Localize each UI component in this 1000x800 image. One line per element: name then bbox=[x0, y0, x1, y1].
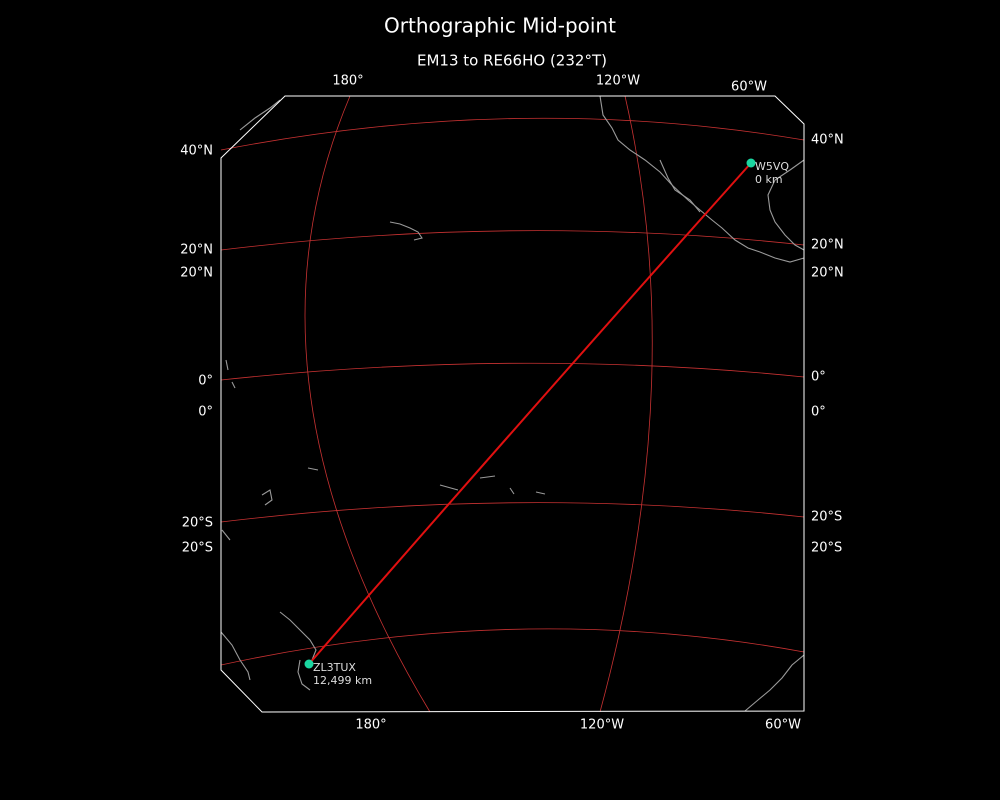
grid-label: 40°N bbox=[811, 133, 844, 148]
coast bbox=[220, 631, 251, 681]
station-distance: 12,499 km bbox=[313, 674, 372, 687]
grid-label: 0° bbox=[811, 370, 826, 385]
station-marker bbox=[746, 158, 756, 168]
coastlines bbox=[220, 95, 805, 712]
coast bbox=[659, 159, 701, 213]
parallel bbox=[220, 362, 805, 381]
grid-label: 0° bbox=[811, 405, 826, 420]
grid-label: 0° bbox=[198, 405, 213, 420]
coast bbox=[221, 359, 546, 541]
grid-label: 40°N bbox=[180, 144, 213, 159]
parallel bbox=[220, 502, 805, 523]
grid-label: 20°N bbox=[180, 243, 213, 258]
grid-label: 20°N bbox=[811, 266, 844, 281]
subtitle: EM13 to RE66HO (232°T) bbox=[417, 52, 607, 70]
map-frame bbox=[220, 95, 805, 713]
grid-label: 60°W bbox=[731, 80, 767, 95]
grid-label: 120°W bbox=[580, 718, 624, 733]
parallel bbox=[220, 117, 805, 151]
coast bbox=[297, 659, 311, 691]
station-marker bbox=[304, 659, 314, 669]
coast bbox=[767, 159, 805, 251]
grid-label: 20°S bbox=[811, 510, 842, 525]
parallel bbox=[220, 230, 805, 251]
grid-label: 180° bbox=[355, 718, 386, 733]
station-call: ZL3TUX bbox=[313, 661, 356, 674]
coast bbox=[744, 654, 805, 712]
meridian bbox=[599, 95, 653, 713]
grid-label: 20°S bbox=[182, 541, 213, 556]
grid-label: 20°S bbox=[811, 541, 842, 556]
station-distance: 0 km bbox=[755, 173, 783, 186]
grid-label: 20°S bbox=[182, 516, 213, 531]
grid-label: 60°W bbox=[765, 718, 801, 733]
grid-label: 20°N bbox=[180, 266, 213, 281]
station-call: W5VQ bbox=[755, 160, 789, 173]
grid-label: 20°N bbox=[811, 238, 844, 253]
grid-label: 120°W bbox=[596, 74, 640, 89]
grid-label: 0° bbox=[198, 374, 213, 389]
parallel bbox=[220, 628, 805, 666]
meridian bbox=[304, 95, 431, 713]
grid-label: 180° bbox=[332, 74, 363, 89]
graticule bbox=[220, 95, 805, 713]
route bbox=[308, 162, 752, 665]
coast bbox=[279, 611, 317, 661]
title: Orthographic Mid-point bbox=[384, 14, 616, 38]
coast bbox=[389, 221, 423, 241]
coast bbox=[239, 99, 281, 131]
